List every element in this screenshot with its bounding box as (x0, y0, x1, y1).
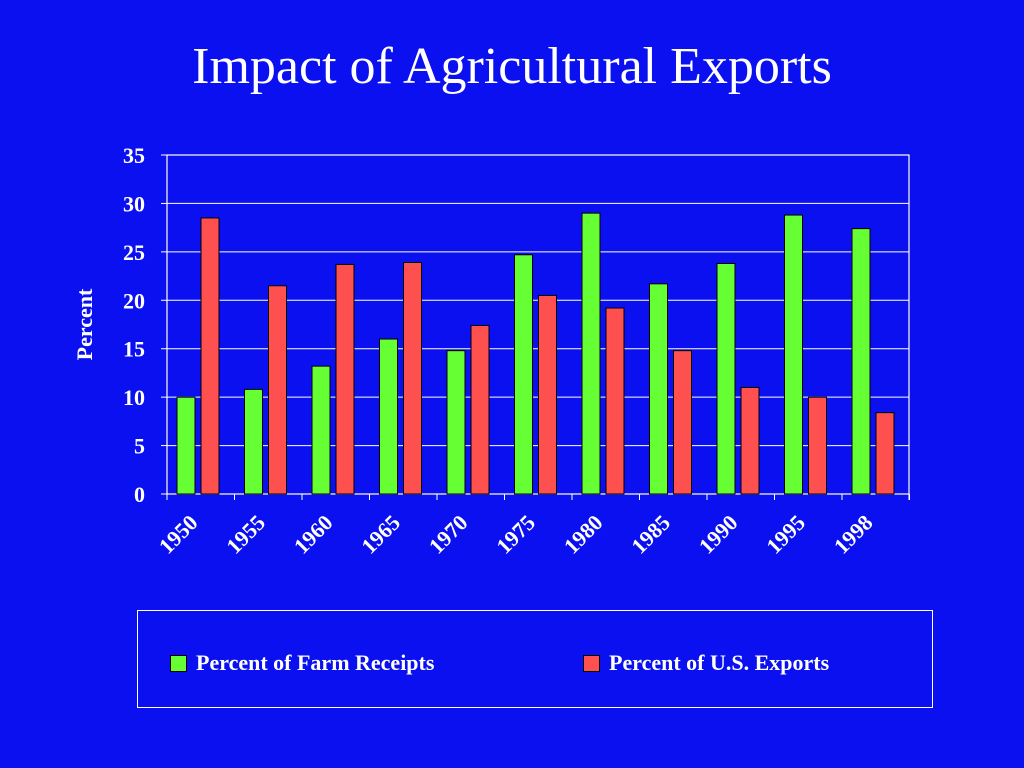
bar-farm-receipts (851, 228, 871, 495)
bar-farm-receipts (446, 350, 466, 495)
x-tick-label: 1965 (356, 510, 405, 559)
y-tick-label: 5 (134, 434, 145, 459)
bar-farm-receipts (379, 338, 398, 495)
bar-farm-receipts (514, 254, 533, 495)
y-tick-label: 35 (123, 143, 145, 168)
bar-farm-receipts (311, 365, 331, 495)
bar-farm-receipts (244, 388, 263, 495)
legend-item-us-exports: Percent of U.S. Exports (583, 651, 829, 675)
legend-swatch-farm-receipts (170, 654, 187, 672)
x-tick-label: 1950 (154, 510, 203, 559)
bar-us-exports (740, 386, 760, 495)
bar-us-exports (268, 285, 287, 495)
x-tick-label: 1980 (559, 510, 608, 559)
bar-us-exports (605, 307, 625, 495)
y-tick-label: 10 (123, 385, 145, 410)
bar-us-exports (673, 350, 692, 495)
y-tick-label: 20 (123, 288, 145, 313)
legend-label-us-exports: Percent of U.S. Exports (609, 650, 830, 675)
y-tick-label: 30 (123, 191, 145, 216)
bar-farm-receipts (716, 262, 736, 495)
chart-title: Impact of Agricultural Exports (192, 38, 832, 95)
bar-us-exports (538, 294, 557, 495)
x-tick-label: 1985 (626, 510, 675, 559)
bar-farm-receipts (649, 283, 668, 495)
y-tick-label: 25 (123, 240, 145, 265)
bar-farm-receipts (581, 212, 601, 495)
x-tick-label: 1955 (221, 510, 270, 559)
legend-swatch-us-exports (583, 654, 600, 672)
bar-us-exports (403, 262, 422, 495)
bar-us-exports (335, 263, 355, 495)
y-axis-title: Percent (72, 288, 97, 360)
bar-us-exports (200, 217, 220, 495)
x-tick-label: 1960 (289, 510, 338, 559)
bar-farm-receipts (784, 214, 803, 495)
y-tick-label: 0 (134, 482, 145, 507)
bar-us-exports (808, 396, 827, 495)
bar-us-exports (470, 324, 490, 495)
x-tick-label: 1975 (491, 510, 540, 559)
legend-item-farm-receipts: Percent of Farm Receipts (170, 651, 434, 675)
x-tick-label: 1998 (829, 510, 878, 559)
x-tick-label: 1995 (761, 510, 810, 559)
x-tick-label: 1990 (694, 510, 743, 559)
chart-legend: Percent of Farm Receipts Percent of U.S.… (137, 610, 933, 708)
x-tick-label: 1970 (424, 510, 473, 559)
bar-us-exports (875, 412, 895, 495)
y-tick-label: 15 (123, 337, 145, 362)
bar-farm-receipts (176, 396, 196, 495)
bar-chart: 0 5 10 15 20 25 30 35 Percent 1950 1955 1960 1965 197… (72, 143, 910, 559)
legend-label-farm-receipts: Percent of Farm Receipts (196, 650, 435, 675)
